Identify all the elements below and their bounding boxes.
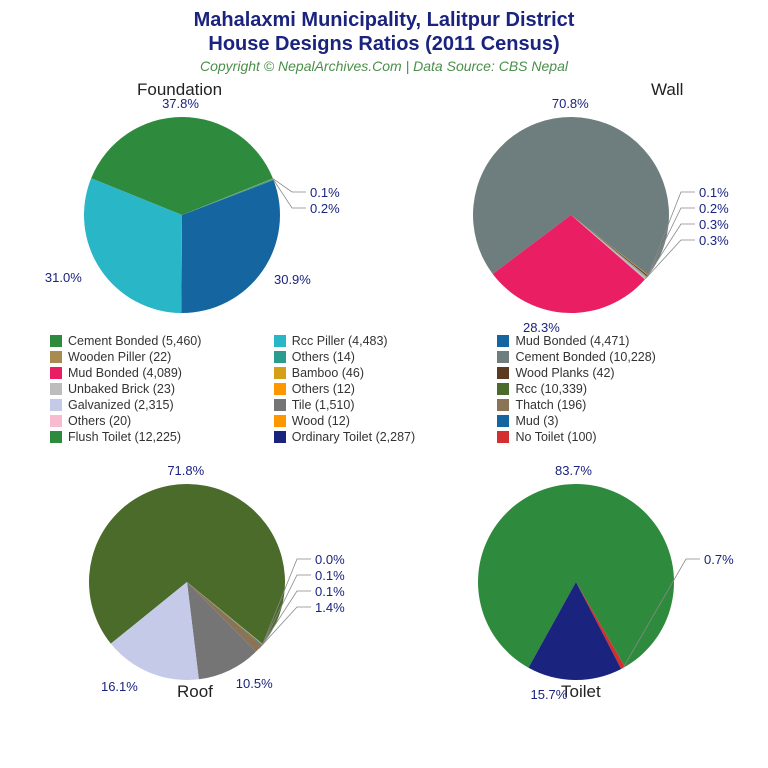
legend-text: Ordinary Toilet (2,287) [292, 430, 415, 444]
slice-label: 0.1% [315, 568, 345, 583]
legend-swatch [50, 335, 62, 347]
legend-text: Tile (1,510) [292, 398, 355, 412]
legend-item: Tile (1,510) [274, 398, 498, 412]
legend-swatch [274, 335, 286, 347]
slice-label: 16.1% [101, 679, 138, 694]
legend-swatch [497, 351, 509, 363]
wall-chart: Wall70.8%28.3%0.1%0.2%0.3%0.3% [401, 80, 741, 330]
legend-item: Rcc Piller (4,483) [274, 334, 498, 348]
slice-label: 71.8% [167, 463, 204, 478]
slice-label: 70.8% [552, 96, 589, 111]
legend-text: Rcc (10,339) [515, 382, 587, 396]
legend-item: Wood (12) [274, 414, 498, 428]
legend-swatch [497, 431, 509, 443]
legend-item: Flush Toilet (12,225) [50, 430, 274, 444]
legend-swatch [50, 399, 62, 411]
legend-text: Cement Bonded (10,228) [515, 350, 655, 364]
legend-swatch [50, 351, 62, 363]
slice-label: 10.5% [236, 676, 273, 691]
legend-swatch [274, 399, 286, 411]
legend-item: Others (20) [50, 414, 274, 428]
legend-text: Galvanized (2,315) [68, 398, 174, 412]
roof-chart: Roof71.8%10.5%16.1%0.0%0.1%0.1%1.4% [27, 452, 367, 702]
legend-text: Rcc Piller (4,483) [292, 334, 388, 348]
legend-text: Others (12) [292, 382, 355, 396]
slice-label: 0.1% [699, 185, 729, 200]
page: Mahalaxmi Municipality, Lalitpur Distric… [0, 0, 768, 710]
legend-item: Mud Bonded (4,089) [50, 366, 274, 380]
legend-swatch [497, 367, 509, 379]
legend-text: Mud Bonded (4,089) [68, 366, 182, 380]
legend-item: Rcc (10,339) [497, 382, 721, 396]
slice-label: 0.1% [310, 185, 340, 200]
legend-item: Mud Bonded (4,471) [497, 334, 721, 348]
legend-text: Wood (12) [292, 414, 350, 428]
slice-label: 15.7% [530, 687, 567, 702]
slice-label: 0.3% [699, 233, 729, 248]
legend-item: Cement Bonded (10,228) [497, 350, 721, 364]
legend-swatch [50, 431, 62, 443]
subtitle: Copyright © NepalArchives.Com | Data Sou… [10, 58, 758, 74]
slice-label: 28.3% [523, 320, 560, 335]
legend-swatch [497, 383, 509, 395]
legend-swatch [274, 431, 286, 443]
legend-text: No Toilet (100) [515, 430, 596, 444]
legend-text: Others (20) [68, 414, 131, 428]
legend-item: Wooden Piller (22) [50, 350, 274, 364]
legend-swatch [50, 383, 62, 395]
legend-swatch [497, 415, 509, 427]
pie-svg [401, 452, 741, 702]
legend-swatch [274, 367, 286, 379]
foundation-chart: Foundation37.8%30.9%31.0%0.1%0.2% [27, 80, 367, 330]
legend-text: Flush Toilet (12,225) [68, 430, 181, 444]
slice-label: 1.4% [315, 600, 345, 615]
bottom-charts-row: Roof71.8%10.5%16.1%0.0%0.1%0.1%1.4% Toil… [10, 452, 758, 702]
legend-swatch [50, 367, 62, 379]
legend-text: Cement Bonded (5,460) [68, 334, 201, 348]
slice-label: 0.0% [315, 552, 345, 567]
slice-label: 37.8% [162, 96, 199, 111]
legend: Cement Bonded (5,460) Rcc Piller (4,483) M… [50, 334, 728, 446]
legend-text: Bamboo (46) [292, 366, 364, 380]
legend-swatch [274, 351, 286, 363]
title-line-2: House Designs Ratios (2011 Census) [208, 33, 559, 55]
slice-label: 31.0% [45, 270, 82, 285]
legend-item: Ordinary Toilet (2,287) [274, 430, 498, 444]
slice-label: 0.3% [699, 217, 729, 232]
slice-label: 30.9% [274, 272, 311, 287]
legend-text: Others (14) [292, 350, 355, 364]
title-line-1: Mahalaxmi Municipality, Lalitpur Distric… [194, 9, 575, 31]
main-title: Mahalaxmi Municipality, Lalitpur Distric… [10, 8, 758, 56]
legend-swatch [497, 335, 509, 347]
pie-svg [401, 80, 741, 330]
toilet-chart: Toilet83.7%15.7%0.7% [401, 452, 741, 702]
slice-label: 0.7% [704, 552, 734, 567]
legend-swatch [274, 383, 286, 395]
slice-label: 0.1% [315, 584, 345, 599]
legend-swatch [50, 415, 62, 427]
legend-text: Wood Planks (42) [515, 366, 614, 380]
legend-swatch [274, 415, 286, 427]
legend-item: Others (12) [274, 382, 498, 396]
legend-item: Galvanized (2,315) [50, 398, 274, 412]
legend-item: Bamboo (46) [274, 366, 498, 380]
legend-text: Thatch (196) [515, 398, 586, 412]
legend-item: Thatch (196) [497, 398, 721, 412]
legend-item: Wood Planks (42) [497, 366, 721, 380]
top-charts-row: Foundation37.8%30.9%31.0%0.1%0.2% Wall70… [10, 80, 758, 330]
legend-text: Wooden Piller (22) [68, 350, 171, 364]
legend-item: Mud (3) [497, 414, 721, 428]
slice-label: 83.7% [555, 463, 592, 478]
slice-label: 0.2% [310, 201, 340, 216]
legend-item: Others (14) [274, 350, 498, 364]
legend-item: No Toilet (100) [497, 430, 721, 444]
legend-text: Unbaked Brick (23) [68, 382, 175, 396]
leader-line [273, 179, 306, 192]
legend-text: Mud Bonded (4,471) [515, 334, 629, 348]
legend-swatch [497, 399, 509, 411]
legend-item: Cement Bonded (5,460) [50, 334, 274, 348]
legend-text: Mud (3) [515, 414, 558, 428]
legend-item: Unbaked Brick (23) [50, 382, 274, 396]
slice-label: 0.2% [699, 201, 729, 216]
